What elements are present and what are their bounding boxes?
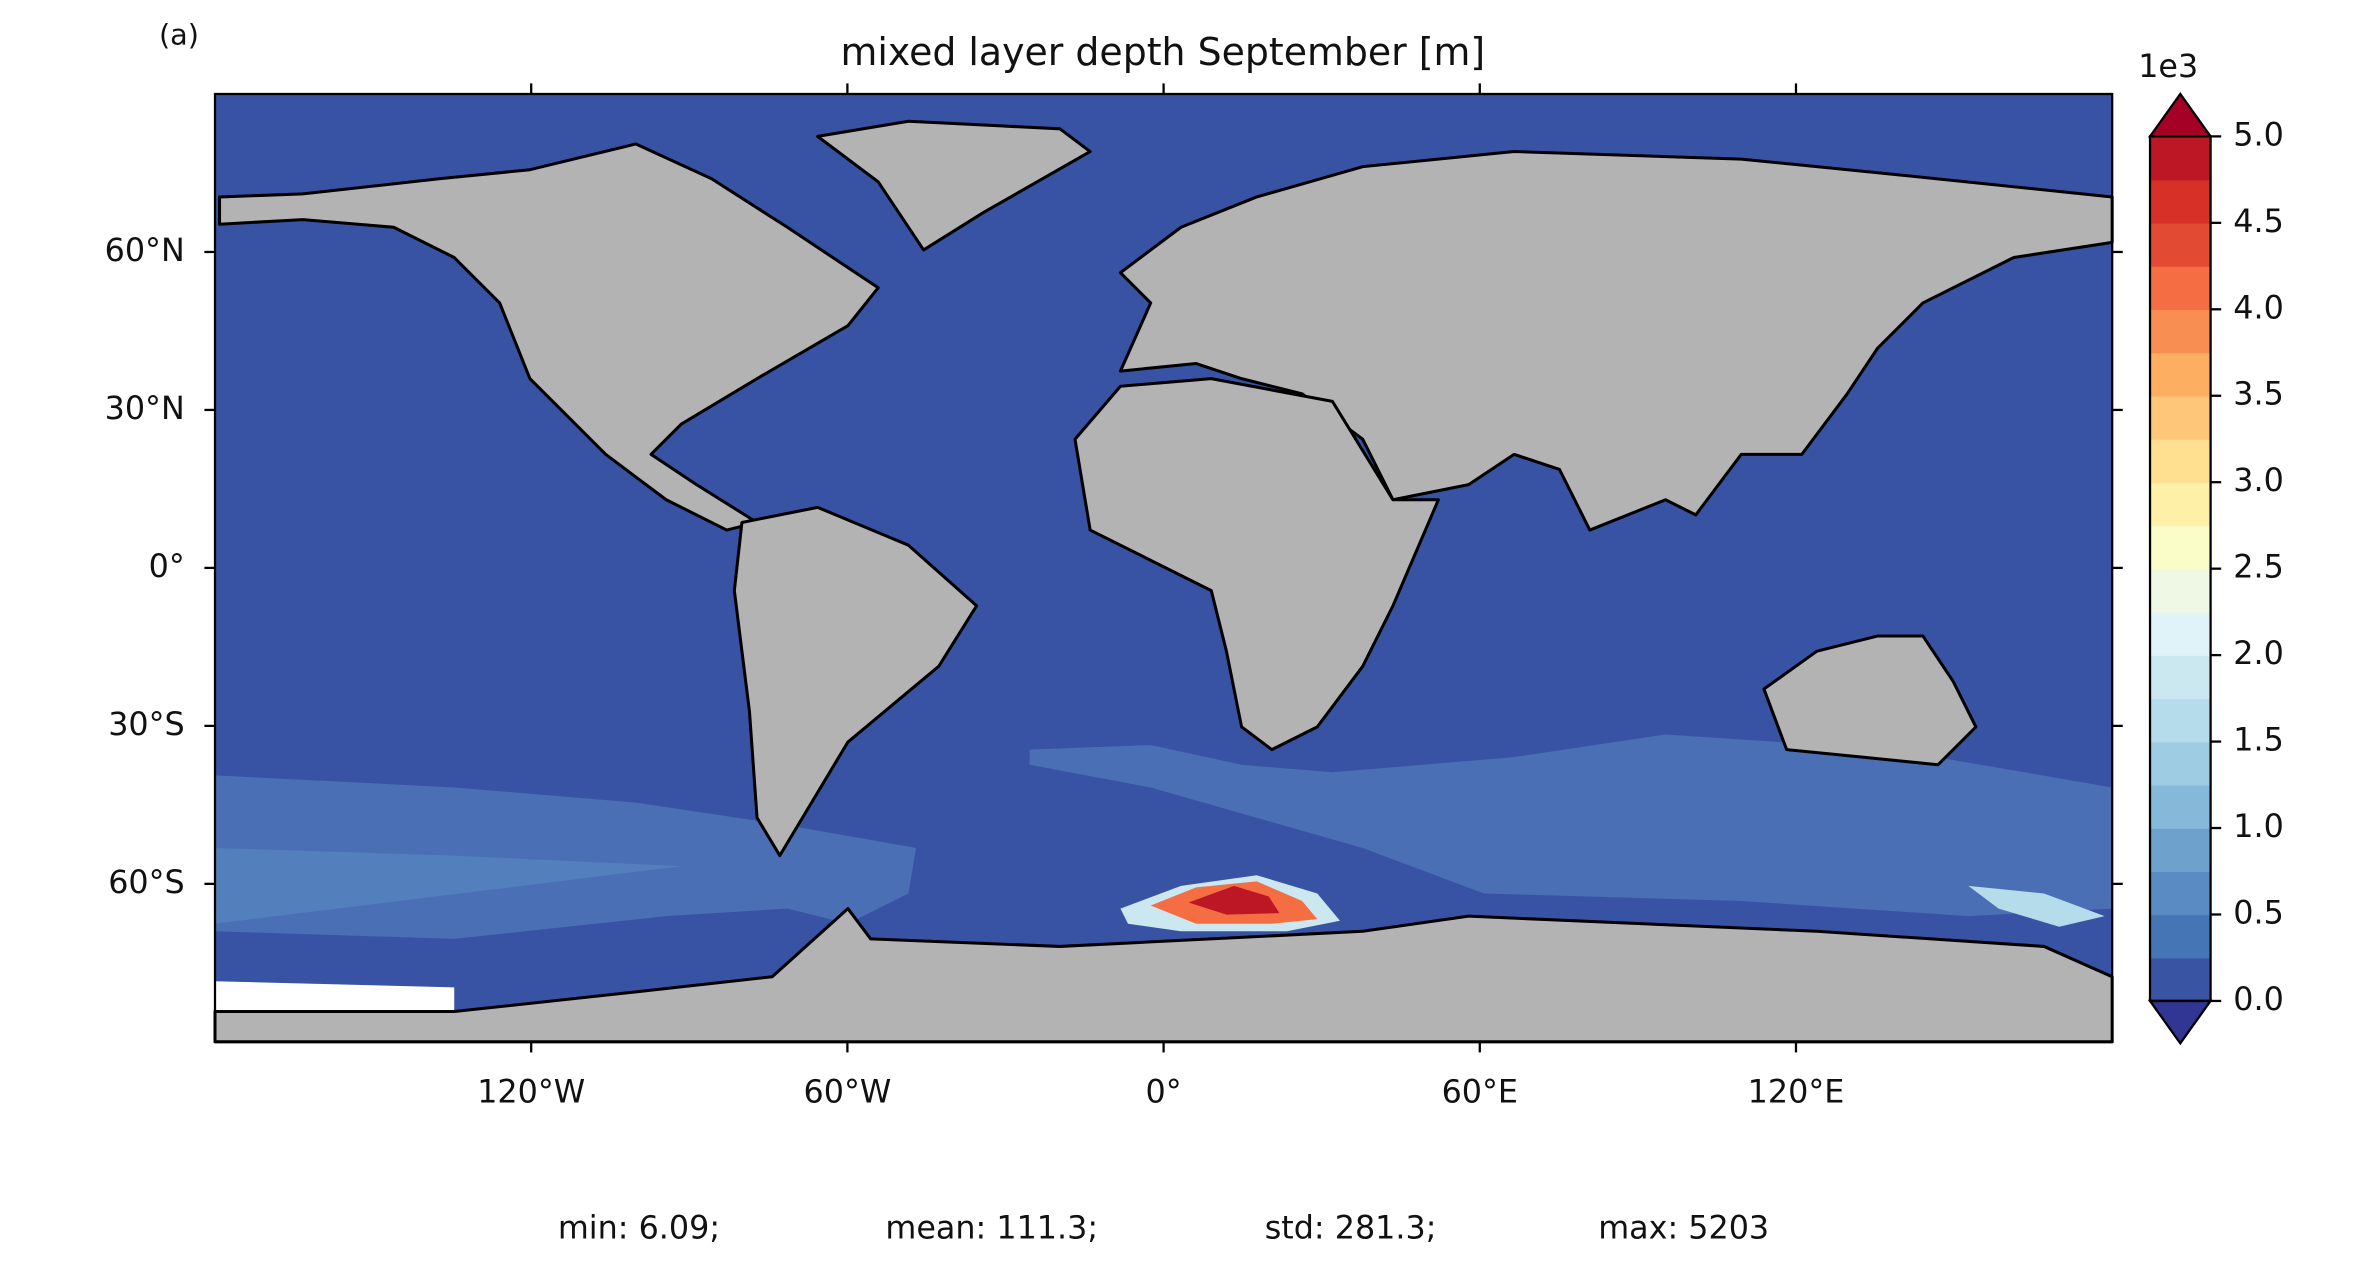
mld-field bbox=[1188, 885, 1280, 915]
colorbar-tick-label: 0.5 bbox=[2233, 894, 2284, 931]
colorbar-level bbox=[2150, 611, 2211, 656]
colorbar-tick-label: 1.5 bbox=[2233, 722, 2284, 759]
stat: min: 6.09; bbox=[558, 1210, 720, 1247]
colorbar-level bbox=[2150, 179, 2211, 224]
panel-label: (a) bbox=[159, 17, 199, 51]
colorbar-level bbox=[2150, 222, 2211, 267]
mld-field bbox=[1968, 885, 2105, 927]
colorbar-tick-label: 4.0 bbox=[2233, 289, 2284, 326]
colorbar-level bbox=[2150, 309, 2211, 354]
colorbar-level bbox=[2150, 655, 2211, 700]
colorbar-level bbox=[2150, 352, 2211, 397]
land bbox=[1762, 634, 1978, 767]
land bbox=[732, 505, 979, 858]
land bbox=[218, 142, 880, 532]
y-tick-label: 60°S bbox=[108, 864, 185, 901]
y-tick-label: 30°N bbox=[105, 390, 185, 427]
mld-field bbox=[1029, 734, 2113, 917]
colorbar-level bbox=[2150, 828, 2211, 873]
colorbar-level bbox=[2150, 784, 2211, 829]
colorbar-extend-under bbox=[2147, 999, 2213, 1046]
x-tick-label: 120°E bbox=[1748, 1073, 1845, 1110]
stat: std: 281.3; bbox=[1265, 1210, 1437, 1247]
no-data bbox=[215, 981, 455, 1012]
x-tick-label: 120°W bbox=[477, 1073, 585, 1110]
stat: max: 5203 bbox=[1598, 1210, 1769, 1247]
colorbar-level bbox=[2150, 568, 2211, 613]
stats: min: 6.09; mean: 111.3; std: 281.3; max: 52… bbox=[558, 1210, 1769, 1247]
chart-title: mixed layer depth September [m] bbox=[840, 30, 1485, 74]
colorbar-tick-label: 0.0 bbox=[2233, 981, 2284, 1018]
colorbar-tick-label: 3.5 bbox=[2233, 376, 2284, 413]
colorbar-tick-label: 3.0 bbox=[2233, 462, 2284, 499]
colorbar-level bbox=[2150, 266, 2211, 311]
colorbar-level bbox=[2150, 525, 2211, 570]
y-tick-label: 0° bbox=[149, 548, 185, 585]
colorbar-level bbox=[2150, 741, 2211, 786]
colorbar-tick-label: 4.5 bbox=[2233, 203, 2284, 240]
x-tick-label: 0° bbox=[1146, 1073, 1182, 1110]
colorbar-tick-label: 2.0 bbox=[2233, 635, 2284, 672]
x-tick-label: 60°E bbox=[1442, 1073, 1518, 1110]
y-tick-label: 30°S bbox=[108, 706, 185, 743]
land bbox=[1118, 150, 2114, 532]
colorbar-level bbox=[2150, 438, 2211, 483]
y-tick-label: 60°N bbox=[105, 232, 185, 269]
land bbox=[1073, 377, 1440, 752]
colorbar-offset-label: 1e3 bbox=[2138, 48, 2198, 85]
colorbar-tick-label: 2.5 bbox=[2233, 549, 2284, 586]
mld-field bbox=[215, 848, 682, 924]
x-tick-label: 60°W bbox=[804, 1073, 892, 1110]
colorbar-level bbox=[2150, 957, 2211, 1002]
colorbar-level bbox=[2150, 871, 2211, 916]
stat: mean: 111.3; bbox=[885, 1210, 1098, 1247]
map bbox=[213, 92, 2114, 1044]
colorbar-level bbox=[2150, 395, 2211, 440]
colorbar-level bbox=[2150, 914, 2211, 959]
colorbar-tick-label: 1.0 bbox=[2233, 808, 2284, 845]
colorbar-level bbox=[2150, 482, 2211, 527]
colorbar-level bbox=[2150, 136, 2211, 181]
land bbox=[816, 119, 1092, 252]
colorbar-extend-over bbox=[2147, 92, 2213, 138]
colorbar-tick-label: 5.0 bbox=[2233, 116, 2284, 153]
colorbar-level bbox=[2150, 698, 2211, 743]
